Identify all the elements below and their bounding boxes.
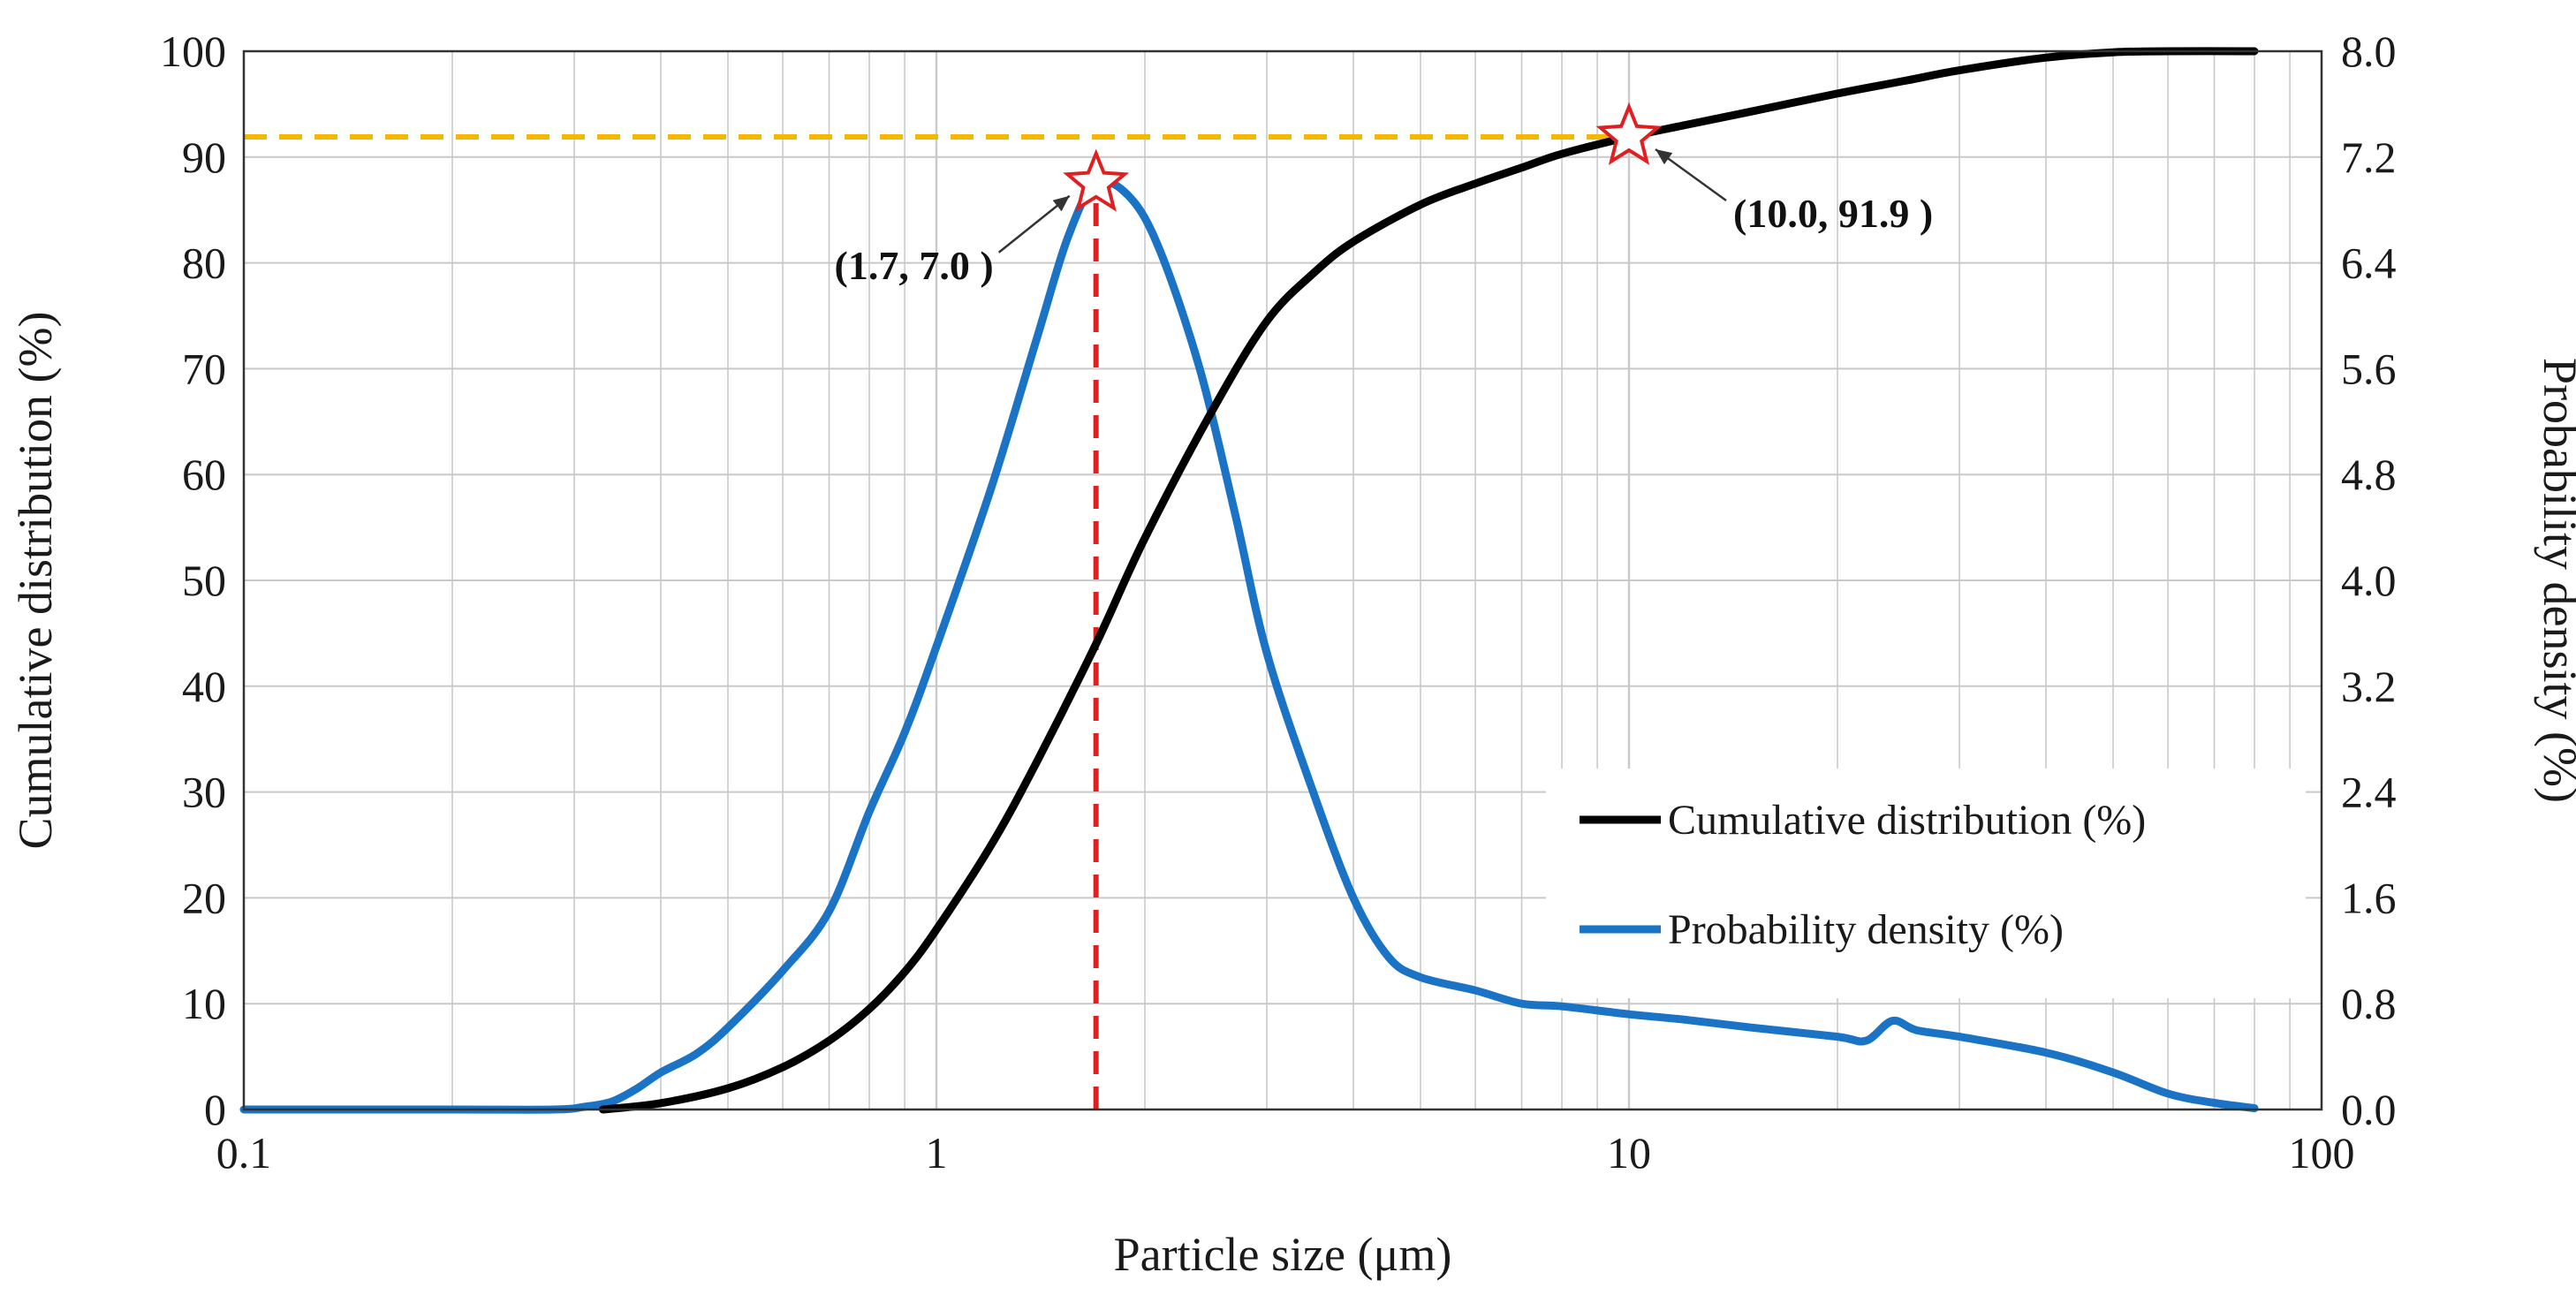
y-right-tick-label: 8.0 <box>2341 27 2397 76</box>
y-left-tick-label: 10 <box>182 979 226 1028</box>
y-left-tick-label: 70 <box>182 344 226 393</box>
annotation-markers: (1.7, 7.0 ) (10.0, 91.9 ) <box>835 102 1933 288</box>
y-left-axis-title: Cumulative distribution (%) <box>9 312 62 850</box>
annotation-label: (1.7, 7.0 ) <box>835 243 994 288</box>
y-left-tick-label: 30 <box>182 768 226 817</box>
y-left-tick-label: 100 <box>160 27 226 76</box>
y-left-tick-label: 60 <box>182 450 226 499</box>
annotation-label: (10.0, 91.9 ) <box>1733 191 1933 236</box>
y-right-tick-label: 0.0 <box>2341 1085 2397 1134</box>
y-right-tick-label: 0.8 <box>2341 979 2397 1028</box>
legend-box <box>1546 769 2306 998</box>
plot-frame <box>242 49 2323 1111</box>
y-right-tick-label: 7.2 <box>2341 133 2397 182</box>
legend-label-cumulative: Cumulative distribution (%) <box>1668 797 2146 844</box>
cumulative-distribution-line <box>599 47 2259 1114</box>
x-axis-title: Particle size (μm) <box>1114 1228 1452 1281</box>
probability-density-line <box>239 177 2259 1114</box>
y-right-tick-label: 1.6 <box>2341 873 2397 922</box>
y-right-tick-label: 4.0 <box>2341 556 2397 605</box>
x-tick-label: 10 <box>1607 1128 1651 1178</box>
y-right-tick-label: 2.4 <box>2341 768 2397 817</box>
annotation-arrow-head <box>1655 149 1673 165</box>
y-left-tick-label: 90 <box>182 133 226 182</box>
y-right-tick-label: 5.6 <box>2341 344 2397 393</box>
star-marker <box>1595 102 1663 165</box>
series-layer <box>239 47 2259 1114</box>
y-left-tick-label: 0 <box>204 1085 226 1134</box>
star-marker <box>1063 148 1130 212</box>
y-left-tick-label: 50 <box>182 556 226 605</box>
y-left-tick-label: 80 <box>182 239 226 288</box>
y-left-tick-label: 40 <box>182 662 226 711</box>
x-tick-label: 0.1 <box>216 1128 272 1178</box>
y-right-tick-label: 3.2 <box>2341 662 2397 711</box>
x-tick-label: 1 <box>926 1128 948 1178</box>
y-right-axis-title: Probability density (%) <box>2534 358 2576 803</box>
y-right-tick-label: 6.4 <box>2341 239 2397 288</box>
legend-label-probability: Probability density (%) <box>1668 906 2064 953</box>
y-left-tick-label: 20 <box>182 873 226 922</box>
annotation-arrow-head <box>1052 195 1070 212</box>
y-right-tick-label: 4.8 <box>2341 450 2397 499</box>
legend: Cumulative distribution (%) Probability … <box>1546 769 2306 998</box>
x-tick-label: 100 <box>2289 1128 2355 1178</box>
tick-labels: 0.1 1 10 10001020304050607080901000.00.81.6… <box>160 27 2397 1178</box>
